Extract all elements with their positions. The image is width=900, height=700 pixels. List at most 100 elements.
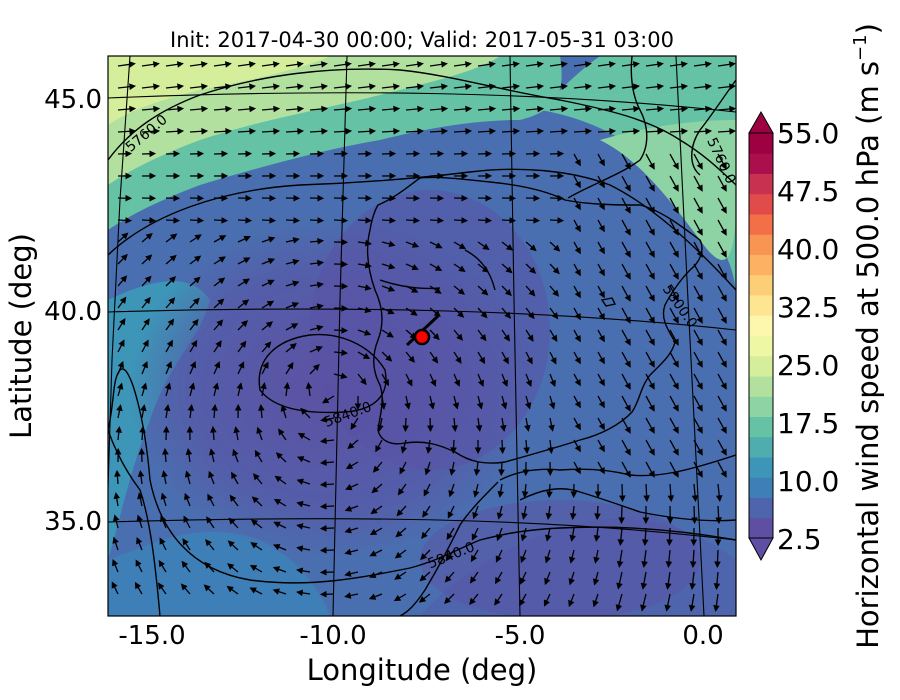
iberia-coast (366, 176, 703, 464)
wind-vector-head (368, 61, 376, 68)
wind-vector-head (317, 259, 325, 267)
wind-vector-head (290, 323, 299, 330)
wind-vector-head (341, 172, 349, 180)
colorbar-segment (749, 396, 773, 417)
wind-vector-head (469, 597, 476, 606)
wind-vector-head (657, 83, 664, 90)
wind-vector-head (585, 105, 593, 113)
wind-vector-head (218, 235, 227, 242)
wind-vector-head (226, 585, 234, 593)
wind-vector-head (624, 316, 631, 324)
wind-vector-head (183, 515, 190, 523)
wind-vector-head (317, 150, 325, 158)
wind-vector-head (485, 217, 493, 224)
wind-vector-head (136, 514, 143, 522)
wind-vector-head (360, 377, 367, 386)
wind-vector-head (119, 318, 126, 326)
wind-vector-head (364, 284, 372, 291)
wind-vector-head (609, 128, 617, 135)
wind-vector-head (296, 456, 305, 463)
colorbar-tick-label: 40.0 (777, 233, 839, 266)
wind-vector-head (455, 356, 462, 364)
map-frame (107, 55, 737, 617)
wind-vector-head (465, 128, 473, 135)
colorbar-tick-label: 25.0 (777, 349, 839, 382)
wind-vector-head (181, 560, 189, 568)
wind-vector-head (729, 105, 736, 113)
wind-vector-head (406, 379, 413, 387)
wind-vector-head (524, 424, 531, 432)
wind-vector-head (495, 555, 502, 563)
wind-vector-head (159, 537, 166, 545)
wind-vector-head (574, 158, 581, 167)
wind-vector-head (239, 340, 247, 348)
wind-vector-head (521, 491, 529, 499)
wind-vector-head (389, 172, 397, 180)
wind-vector-head (632, 61, 640, 68)
wind-vector-head (594, 491, 602, 499)
wind-vector-head (681, 83, 688, 90)
wind-vector-head (389, 217, 397, 224)
wind-vector-head (529, 266, 537, 274)
wind-vector-head (231, 471, 238, 480)
wind-vector-head (648, 206, 655, 214)
colorbar-segment (749, 153, 773, 174)
wind-vector-head (166, 339, 173, 348)
x-tick-label: 0.0 (682, 621, 723, 651)
wind-vector-head (552, 289, 560, 297)
wind-vector-head (425, 446, 433, 454)
wind-vector-head (624, 228, 631, 236)
wind-vector-head (524, 402, 532, 410)
wind-vector-head (437, 172, 445, 180)
wind-vector-head (434, 287, 442, 294)
wind-vector-head (489, 83, 496, 90)
wind-vector-head (256, 426, 263, 435)
wind-vector-head (399, 467, 406, 475)
wind-vector-head (394, 551, 402, 559)
wind-vector-head (598, 444, 605, 453)
wind-vector-head (319, 590, 327, 598)
wind-vector-head (193, 276, 201, 284)
wind-vector-head (472, 511, 479, 520)
wind-vector-head (427, 425, 434, 433)
wind-vector-head (672, 206, 679, 214)
wind-vector-head (521, 512, 528, 520)
wind-vector-head (315, 346, 323, 353)
wind-vector-head (509, 194, 517, 202)
wind-vector-head (672, 272, 679, 280)
wind-vector-head (672, 360, 679, 368)
wind-vector-head (224, 61, 232, 68)
wind-vector-head (164, 382, 172, 390)
wind-vector-head (473, 469, 481, 477)
wind-vector-head (363, 329, 372, 336)
wind-vector-head (690, 539, 698, 547)
wind-vector-head (561, 105, 569, 113)
wind-vector-head (269, 150, 277, 158)
wind-vector-head (648, 272, 655, 280)
wind-vector-head (149, 172, 157, 180)
wind-vector-head (296, 567, 304, 575)
wind-vector-head (264, 341, 272, 349)
wind-vector-head (648, 360, 655, 368)
wind-vector-head (129, 128, 137, 135)
wind-vector-head (117, 360, 124, 369)
wind-vector-head (114, 469, 121, 477)
wind-vector-head (173, 150, 181, 158)
wind-vector-head (505, 266, 513, 274)
wind-vector-head (672, 316, 679, 324)
wind-vector-head (713, 583, 721, 591)
wind-vector-head (672, 448, 679, 456)
wind-vector-head (173, 194, 181, 202)
wind-vector-head (119, 296, 127, 304)
wind-vector-head (481, 288, 489, 296)
wind-vector-head (504, 289, 512, 297)
wind-vector-head (140, 404, 147, 412)
wind-vector-head (680, 61, 688, 68)
low-core-south (420, 500, 700, 616)
wind-vector-head (413, 172, 421, 180)
wind-vector-head (364, 239, 372, 247)
wind-vector-head (512, 61, 520, 68)
wind-vector-head (561, 128, 569, 135)
wind-vector-head (251, 496, 259, 504)
wind-vector-head (533, 172, 541, 180)
